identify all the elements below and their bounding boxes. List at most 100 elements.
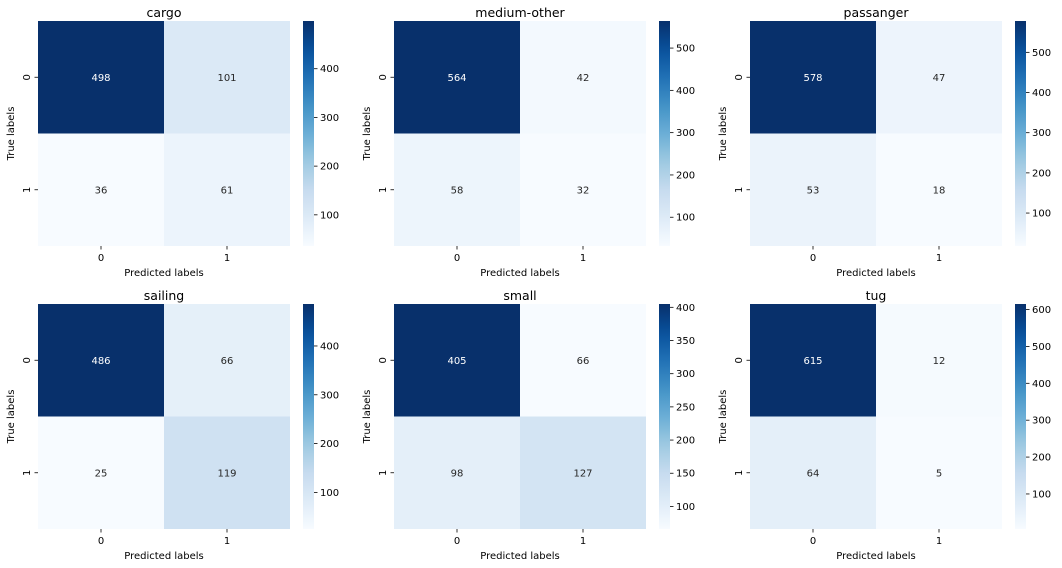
cell-value-label: 98 [451,468,464,479]
y-axis-label: True labels [362,107,373,162]
cell-value-label: 615 [803,356,822,367]
colorbar-tick-label: 400 [676,303,695,314]
heatmap-cell [876,304,1002,417]
heatmap-cell [38,304,164,417]
x-axis-label: Predicted labels [836,268,916,279]
colorbar-tick-label: 300 [320,113,339,124]
colorbar-tick-label: 500 [1032,342,1051,353]
colorbar-tick-label: 300 [1032,416,1051,427]
colorbar-tick-label: 400 [1032,88,1051,99]
colorbar-tick-label: 300 [676,128,695,139]
chart-title: medium-other [475,5,565,20]
y-tick-label: 0 [378,74,389,80]
chart-title: small [503,288,536,303]
heatmap-cell [750,416,876,529]
heatmap-panel-medium-other: 564 42 58 32 medium-other 0 1 Predicted labels 0… [362,5,695,279]
x-tick-label: 0 [810,253,816,264]
x-axis-label: Predicted labels [124,551,204,562]
colorbar-tick-label: 150 [676,469,695,480]
chart-title: tug [866,288,887,303]
colorbar-tick-label: 400 [1032,379,1051,390]
cell-value-label: 36 [95,185,108,196]
colorbar [303,304,314,529]
cell-value-label: 32 [577,185,590,196]
colorbar-tick-label: 400 [676,86,695,97]
cell-value-label: 53 [807,185,820,196]
y-tick-label: 0 [734,357,745,363]
y-axis-label: True labels [6,107,17,162]
y-tick-label: 1 [734,187,745,193]
cell-value-label: 498 [91,73,110,84]
colorbar-tick-label: 200 [1032,168,1051,179]
cell-value-label: 61 [221,185,234,196]
colorbar-tick-label: 200 [320,162,339,173]
colorbar-tick-label: 300 [1032,128,1051,139]
heatmap-cell [394,21,520,134]
y-axis-label: True labels [718,107,729,162]
colorbar-tick-label: 100 [320,488,339,499]
heatmap-panel-tug: 615 12 64 5 tug 0 1 Predicted labels 0 1 True labe… [718,288,1051,562]
heatmap-panel-cargo: 498 101 36 61 cargo 0 1 Predicted labels 0 1 True … [6,5,339,279]
y-tick-label: 1 [22,187,33,193]
heatmap-cell [394,416,520,529]
x-tick-label: 1 [936,253,942,264]
colorbar-tick-label: 100 [1032,489,1051,500]
heatmap-cell [750,21,876,134]
colorbar-tick-label: 200 [1032,453,1051,464]
x-tick-label: 0 [454,536,460,547]
colorbar-tick-label: 100 [1032,209,1051,220]
heatmap-cell [394,304,520,417]
cell-value-label: 42 [577,73,590,84]
cell-value-label: 119 [217,468,236,479]
cell-value-label: 486 [91,356,110,367]
chart-title: sailing [144,288,184,303]
colorbar-tick-label: 600 [1032,305,1051,316]
cell-value-label: 127 [573,468,592,479]
colorbar [1015,304,1026,529]
y-tick-label: 1 [378,470,389,476]
heatmap-cell [164,133,290,246]
colorbar-tick-label: 300 [676,369,695,380]
colorbar-tick-label: 100 [320,210,339,221]
colorbar-tick-label: 200 [676,170,695,181]
colorbar-tick-label: 500 [1032,48,1051,59]
y-tick-label: 0 [22,357,33,363]
y-tick-label: 1 [734,470,745,476]
heatmap-cell [520,416,646,529]
heatmap-cell [876,416,1002,529]
x-tick-label: 0 [98,536,104,547]
heatmap-panel-small: 405 66 98 127 small 0 1 Predicted labels 0 1 True … [362,288,695,562]
x-tick-label: 1 [224,536,230,547]
cell-value-label: 5 [936,468,942,479]
heatmap-cell [38,416,164,529]
colorbar-tick-label: 100 [676,213,695,224]
x-tick-label: 1 [936,536,942,547]
cell-value-label: 66 [577,356,590,367]
colorbar-tick-label: 400 [320,341,339,352]
x-axis-label: Predicted labels [836,551,916,562]
chart-title: passanger [844,5,910,20]
heatmap-cell [876,21,1002,134]
cell-value-label: 405 [447,356,466,367]
cell-value-label: 58 [451,185,464,196]
y-tick-label: 1 [378,187,389,193]
x-tick-label: 1 [224,253,230,264]
y-axis-label: True labels [6,390,17,445]
colorbar-tick-label: 200 [676,436,695,447]
heatmap-cell [520,21,646,134]
x-tick-label: 0 [810,536,816,547]
x-tick-label: 0 [98,253,104,264]
x-tick-label: 1 [580,536,586,547]
x-tick-label: 1 [580,253,586,264]
heatmap-cell [164,21,290,134]
cell-value-label: 578 [803,73,822,84]
heatmap-cell [750,304,876,417]
y-axis-label: True labels [362,390,373,445]
y-axis-label: True labels [718,390,729,445]
cell-value-label: 18 [933,185,946,196]
cell-value-label: 564 [447,73,466,84]
heatmap-panel-passanger: 578 47 53 18 passanger 0 1 Predicted labels 0 1 Tr… [718,5,1051,279]
cell-value-label: 47 [933,73,946,84]
x-axis-label: Predicted labels [480,551,560,562]
